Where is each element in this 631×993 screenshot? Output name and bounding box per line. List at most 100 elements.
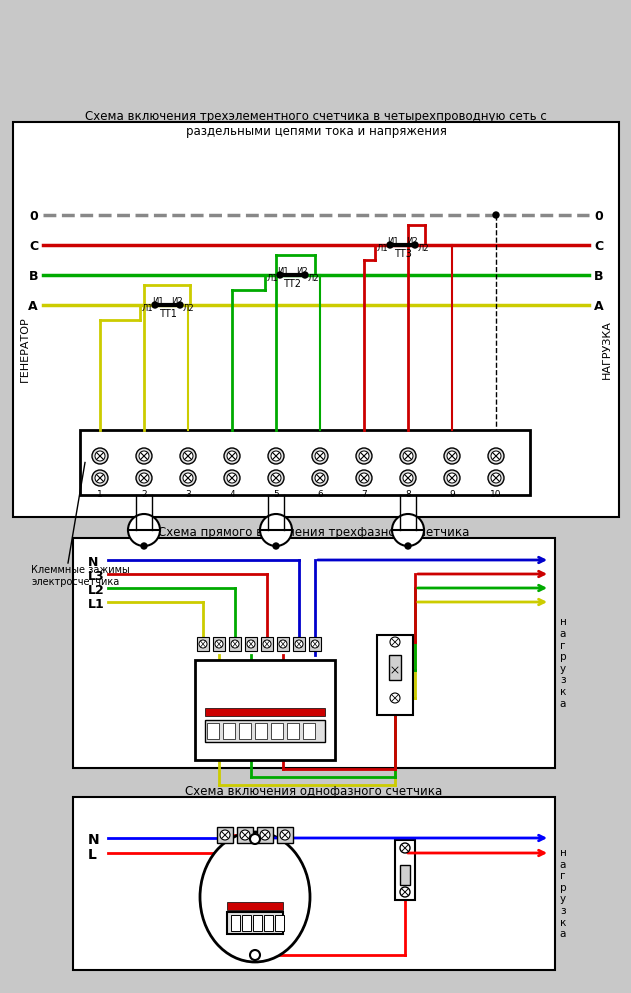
Text: ТТ2: ТТ2 bbox=[283, 279, 302, 289]
Circle shape bbox=[447, 473, 457, 483]
Text: Схема включения однофазного счетчика: Схема включения однофазного счетчика bbox=[186, 785, 442, 798]
Bar bbox=[389, 655, 401, 680]
Circle shape bbox=[400, 448, 416, 464]
Circle shape bbox=[220, 830, 230, 840]
Circle shape bbox=[488, 448, 504, 464]
Circle shape bbox=[183, 451, 193, 461]
Bar bbox=[287, 723, 299, 739]
Circle shape bbox=[444, 448, 460, 464]
Bar bbox=[231, 915, 240, 931]
Circle shape bbox=[447, 451, 457, 461]
Bar bbox=[195, 660, 335, 760]
Text: И2: И2 bbox=[406, 237, 418, 246]
Circle shape bbox=[356, 470, 372, 486]
Circle shape bbox=[224, 448, 240, 464]
Text: 6: 6 bbox=[317, 490, 323, 499]
Circle shape bbox=[250, 834, 260, 844]
Circle shape bbox=[260, 830, 270, 840]
Circle shape bbox=[240, 830, 250, 840]
Circle shape bbox=[227, 473, 237, 483]
Text: N: N bbox=[88, 555, 98, 569]
Circle shape bbox=[95, 473, 105, 483]
Circle shape bbox=[247, 640, 255, 648]
Bar bbox=[395, 840, 415, 900]
Text: L: L bbox=[88, 848, 97, 862]
Circle shape bbox=[139, 451, 149, 461]
Circle shape bbox=[311, 640, 319, 648]
Text: Л1: Л1 bbox=[266, 274, 278, 283]
Circle shape bbox=[263, 640, 271, 648]
Text: Схема прямого включения трехфазного счетчика: Схема прямого включения трехфазного счет… bbox=[158, 526, 469, 539]
Bar bbox=[213, 637, 225, 651]
Bar bbox=[309, 637, 321, 651]
Bar bbox=[217, 827, 233, 843]
Text: C: C bbox=[29, 240, 38, 253]
Circle shape bbox=[277, 272, 283, 278]
Circle shape bbox=[315, 451, 325, 461]
Bar bbox=[229, 637, 241, 651]
Circle shape bbox=[390, 693, 400, 703]
Circle shape bbox=[295, 640, 303, 648]
Text: Л1: Л1 bbox=[376, 244, 388, 253]
Bar bbox=[197, 637, 209, 651]
Bar bbox=[293, 637, 305, 651]
Text: И2: И2 bbox=[296, 267, 308, 276]
Circle shape bbox=[356, 448, 372, 464]
Circle shape bbox=[136, 448, 152, 464]
Text: 0: 0 bbox=[29, 211, 38, 223]
Circle shape bbox=[227, 451, 237, 461]
Circle shape bbox=[405, 543, 411, 549]
Bar bbox=[271, 723, 283, 739]
Circle shape bbox=[139, 473, 149, 483]
Text: C: C bbox=[594, 240, 603, 253]
Bar bbox=[277, 827, 293, 843]
Text: L3: L3 bbox=[88, 570, 105, 583]
Circle shape bbox=[403, 473, 413, 483]
Bar bbox=[257, 827, 273, 843]
Text: Л2: Л2 bbox=[417, 244, 429, 253]
Circle shape bbox=[400, 887, 410, 897]
Circle shape bbox=[312, 470, 328, 486]
Circle shape bbox=[493, 212, 499, 218]
Circle shape bbox=[279, 640, 287, 648]
Circle shape bbox=[400, 843, 410, 853]
Text: A: A bbox=[28, 301, 38, 314]
Bar bbox=[400, 865, 410, 885]
Circle shape bbox=[141, 543, 147, 549]
Circle shape bbox=[268, 470, 284, 486]
Circle shape bbox=[444, 470, 460, 486]
Circle shape bbox=[224, 470, 240, 486]
Ellipse shape bbox=[200, 832, 310, 962]
Bar bbox=[255, 723, 267, 739]
Text: 2: 2 bbox=[141, 490, 147, 499]
Text: Клеммные зажимы
электросчетчика: Клеммные зажимы электросчетчика bbox=[31, 565, 130, 587]
Bar bbox=[275, 915, 284, 931]
Text: И1: И1 bbox=[277, 267, 289, 276]
Bar bbox=[205, 720, 325, 742]
Text: A: A bbox=[594, 301, 604, 314]
Circle shape bbox=[260, 514, 292, 546]
Circle shape bbox=[392, 514, 424, 546]
Text: И1: И1 bbox=[152, 297, 164, 306]
Bar bbox=[207, 723, 219, 739]
Text: 4: 4 bbox=[229, 490, 235, 499]
Text: н
а
г
р
у
з
к
а: н а г р у з к а bbox=[560, 618, 567, 709]
Bar bbox=[277, 637, 289, 651]
Circle shape bbox=[250, 950, 260, 960]
Text: ТТ1: ТТ1 bbox=[158, 309, 177, 319]
Bar bbox=[223, 723, 235, 739]
Circle shape bbox=[199, 640, 207, 648]
Text: 8: 8 bbox=[405, 490, 411, 499]
Circle shape bbox=[387, 242, 393, 248]
Text: 10: 10 bbox=[490, 490, 502, 499]
Circle shape bbox=[390, 637, 400, 647]
Circle shape bbox=[271, 451, 281, 461]
Circle shape bbox=[215, 640, 223, 648]
Bar bbox=[264, 915, 273, 931]
Text: 0: 0 bbox=[594, 211, 603, 223]
Circle shape bbox=[271, 473, 281, 483]
Text: И1: И1 bbox=[387, 237, 399, 246]
Circle shape bbox=[92, 448, 108, 464]
Circle shape bbox=[177, 302, 183, 308]
Text: B: B bbox=[594, 270, 603, 283]
